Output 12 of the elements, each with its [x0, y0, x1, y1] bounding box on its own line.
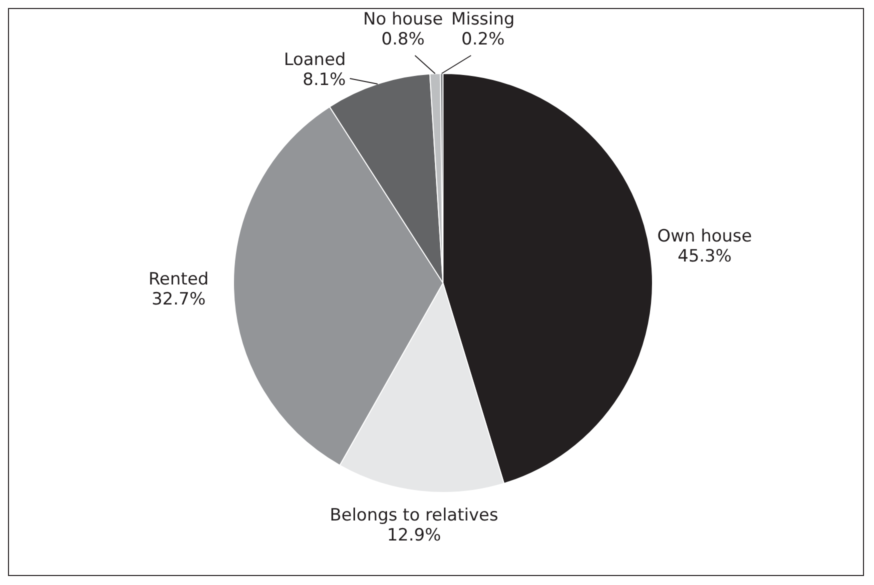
- data-label: 8.1%: [302, 70, 346, 90]
- slice-label: Belongs to relatives: [330, 505, 498, 526]
- slice-label: Loaned: [284, 50, 346, 70]
- data-label: 32.7%: [152, 289, 206, 310]
- slice-label: Own house: [657, 226, 752, 246]
- slice-label: No house: [363, 9, 443, 30]
- slice-label: Missing: [451, 9, 515, 30]
- slice-label: Rented: [148, 269, 209, 290]
- data-label: 12.9%: [386, 525, 441, 546]
- data-label: 0.2%: [461, 29, 505, 50]
- data-label: 0.8%: [381, 29, 425, 50]
- data-label: 45.3%: [678, 246, 732, 266]
